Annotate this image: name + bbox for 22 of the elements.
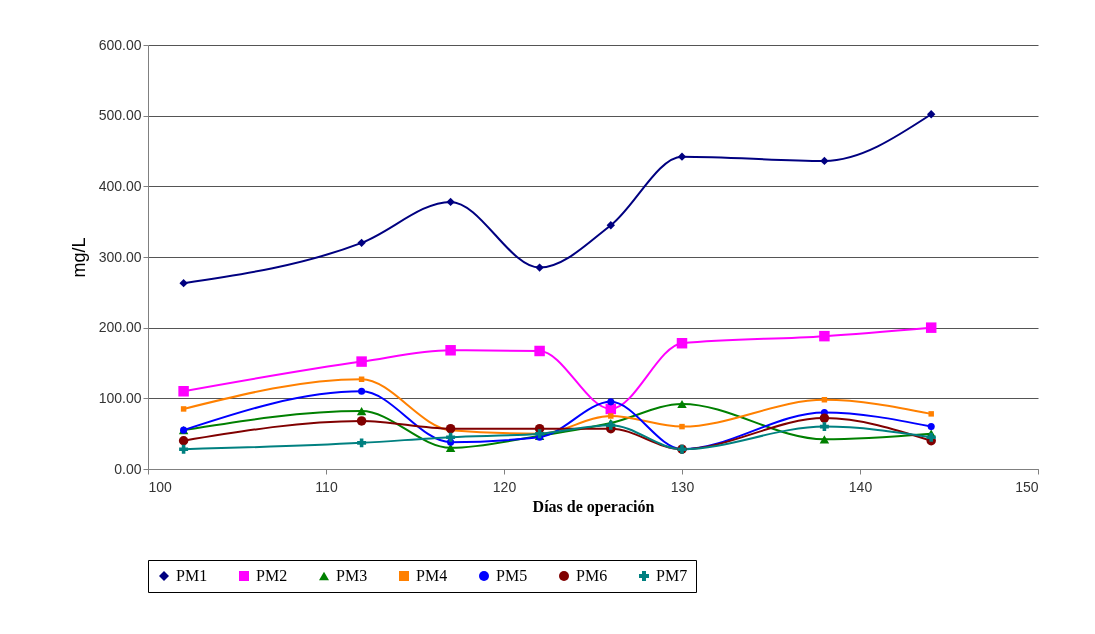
y-tick-label: 400.00 bbox=[98, 177, 142, 194]
x-tick-label: 140 bbox=[848, 478, 873, 495]
x-tick-label: 150 bbox=[1015, 478, 1039, 495]
legend-label: PM7 bbox=[656, 567, 688, 584]
legend-label: PM3 bbox=[336, 567, 368, 584]
y-tick-label: 600.00 bbox=[98, 36, 142, 53]
y-tick-label: 300.00 bbox=[98, 248, 142, 265]
x-tick-label: 100 bbox=[148, 478, 173, 495]
y-tick-label: 200.00 bbox=[98, 319, 142, 336]
x-tick-label: 130 bbox=[670, 478, 695, 495]
x-tick-label: 120 bbox=[492, 478, 517, 495]
x-axis-title: Días de operación bbox=[532, 497, 655, 516]
y-axis-title: mg/L bbox=[68, 237, 89, 278]
legend-label: PM6 bbox=[576, 567, 608, 584]
y-tick-label: 0.00 bbox=[114, 460, 142, 477]
x-tick-label: 110 bbox=[315, 478, 338, 495]
legend-label: PM2 bbox=[256, 567, 288, 584]
legend-label: PM4 bbox=[416, 567, 448, 584]
y-tick-label: 500.00 bbox=[98, 107, 142, 124]
y-tick-label: 100.00 bbox=[98, 389, 142, 406]
legend-label: PM1 bbox=[176, 567, 208, 584]
legend-label: PM5 bbox=[496, 567, 528, 584]
